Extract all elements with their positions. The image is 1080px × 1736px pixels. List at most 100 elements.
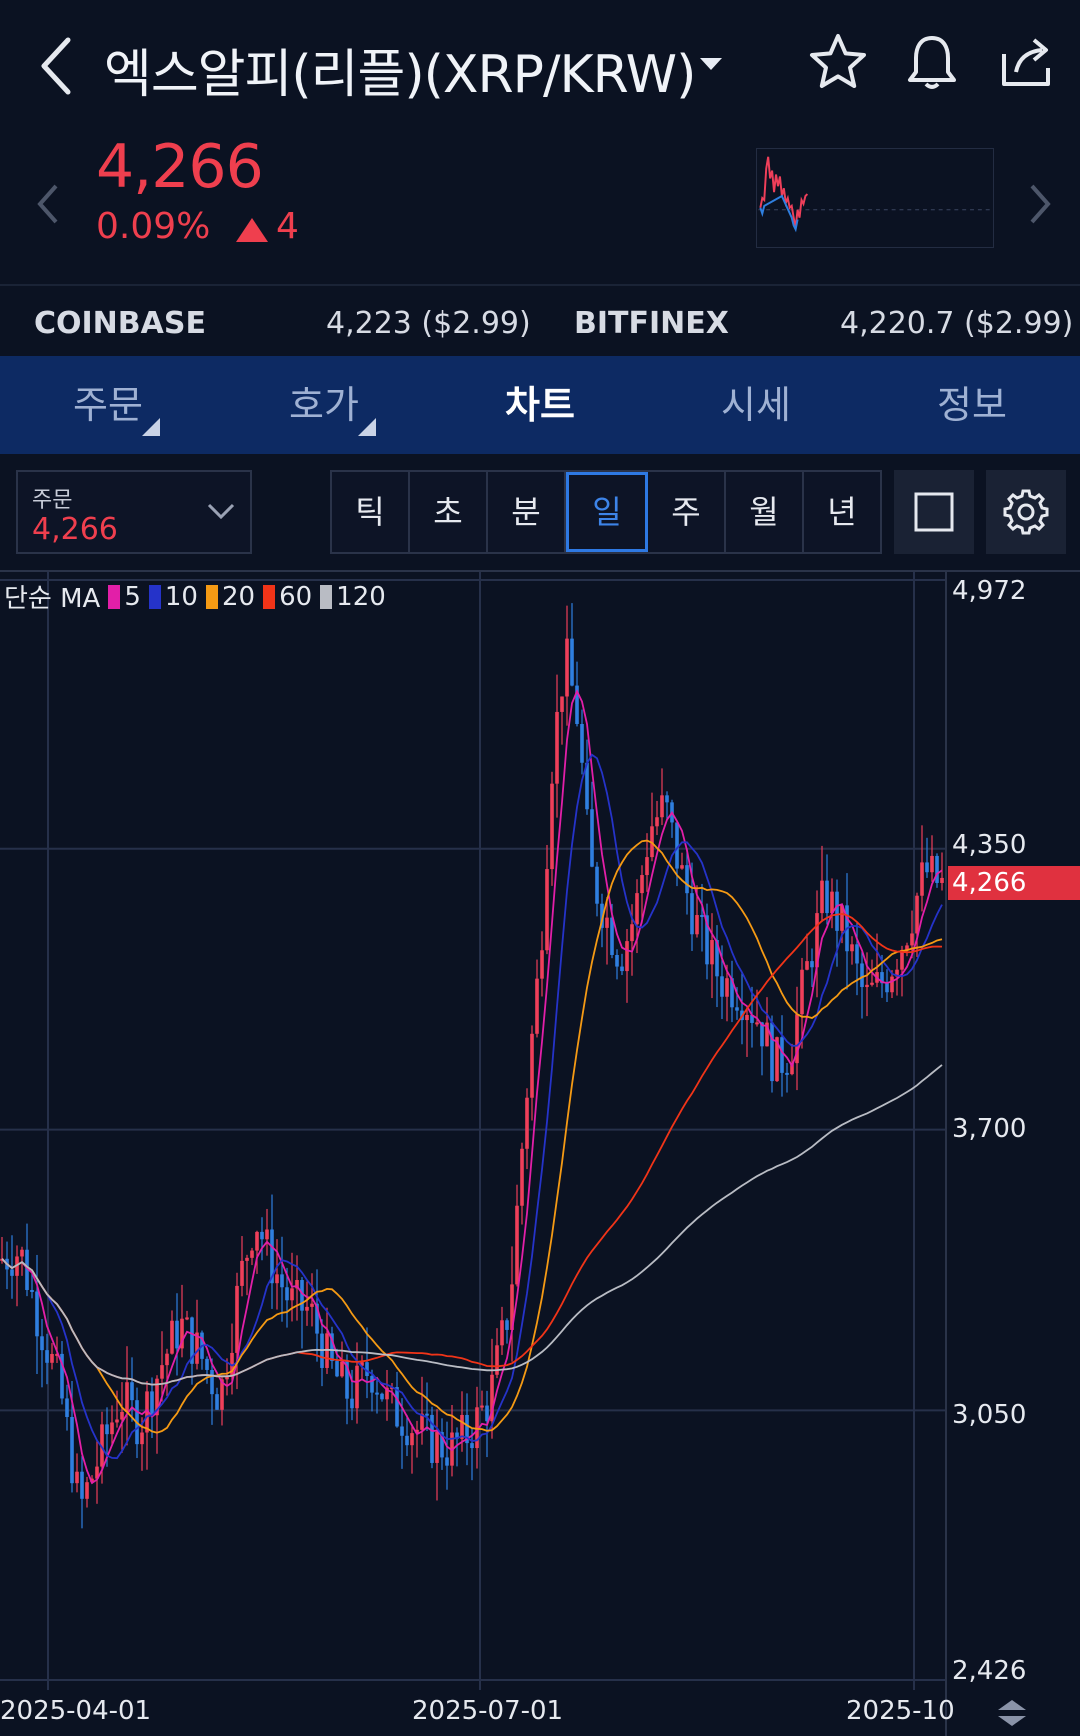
y-tick-label: 3,050 — [952, 1400, 1027, 1430]
candle-body — [115, 1419, 119, 1423]
period-month-button[interactable]: 월 — [726, 472, 804, 552]
ma5-line — [1, 689, 943, 1485]
candle-body — [700, 915, 704, 918]
ma10-line — [1, 753, 943, 1460]
prev-coin-arrow-icon[interactable] — [34, 180, 62, 228]
candle-body — [825, 880, 829, 914]
candle-body — [190, 1317, 194, 1364]
candle-body — [720, 976, 724, 997]
x-tick-label: 2025-07-01 — [412, 1696, 564, 1726]
candle-body — [125, 1382, 129, 1412]
candle-body — [225, 1376, 229, 1380]
title-dropdown-caret-icon[interactable] — [700, 58, 722, 70]
candle-body — [530, 1033, 534, 1098]
candle-body — [485, 1405, 489, 1422]
x-tick-label: 2025-04-01 — [0, 1696, 152, 1726]
candle-body — [715, 940, 719, 977]
up-triangle-icon — [236, 218, 268, 242]
candle-body — [460, 1414, 464, 1439]
candle-body — [470, 1443, 474, 1449]
tab-chart[interactable]: 차트 — [432, 356, 648, 454]
period-minute-button[interactable]: 분 — [488, 472, 566, 552]
candle-body — [505, 1320, 509, 1330]
mini-price-chart[interactable] — [756, 148, 994, 248]
candle-body — [760, 1022, 764, 1047]
tab-info[interactable]: 정보 — [864, 356, 1080, 454]
candle-body — [835, 891, 839, 931]
candle-body — [370, 1376, 374, 1393]
candle-body — [645, 857, 649, 876]
candle-body — [920, 862, 924, 896]
candle-body — [50, 1353, 54, 1363]
period-day-button[interactable]: 일 — [566, 472, 648, 552]
candle-body — [40, 1336, 44, 1351]
candle-body — [35, 1291, 39, 1337]
candle-body — [270, 1229, 274, 1284]
candle-body — [725, 978, 729, 997]
tab-bar: 주문 호가 차트 시세 정보 — [0, 356, 1080, 454]
candle-body — [880, 972, 884, 984]
exchange-name-coinbase: COINBASE — [34, 306, 206, 341]
candle-body — [635, 893, 639, 925]
chart-settings-button[interactable] — [986, 470, 1066, 554]
tab-label: 주문 — [73, 383, 143, 427]
next-coin-arrow-icon[interactable] — [1026, 180, 1054, 228]
legend-swatch-ma5 — [108, 584, 121, 609]
candle-body — [180, 1318, 184, 1349]
price-chart[interactable]: 단순 MA 5 10 20 60 120 4,972 4,350 3,700 3… — [0, 572, 1080, 1736]
candle-body — [790, 1063, 794, 1075]
legend-label-ma5: 5 — [124, 581, 141, 612]
candle-body — [540, 950, 544, 979]
y-tick-label: 4,972 — [952, 576, 1027, 606]
candle-body — [80, 1471, 84, 1499]
order-dropdown[interactable]: 주문 4,266 — [16, 470, 252, 554]
candle-body — [570, 638, 574, 686]
candle-body — [345, 1361, 349, 1399]
tab-label: 정보 — [937, 383, 1007, 427]
candle-body — [495, 1345, 499, 1375]
candle-body — [210, 1369, 214, 1395]
candle-body — [260, 1231, 264, 1240]
page-title[interactable]: 엑스알피(리플)(XRP/KRW) — [104, 45, 696, 105]
candle-body — [105, 1424, 109, 1435]
candle-body — [910, 933, 914, 946]
tab-order[interactable]: 주문 — [0, 356, 216, 454]
candle-body — [590, 809, 594, 867]
tab-market-price[interactable]: 시세 — [648, 356, 864, 454]
candle-body — [290, 1288, 294, 1301]
legend-label-ma20: 20 — [221, 581, 256, 612]
candle-body — [110, 1422, 114, 1435]
candle-body — [610, 917, 614, 955]
candle-body — [565, 638, 569, 697]
candle-body — [380, 1393, 384, 1400]
period-week-button[interactable]: 주 — [648, 472, 726, 552]
gear-icon — [1003, 489, 1049, 535]
period-second-button[interactable]: 초 — [410, 472, 488, 552]
candle-body — [765, 1022, 769, 1047]
period-tick-button[interactable]: 틱 — [332, 472, 410, 552]
candle-body — [520, 1148, 524, 1206]
candle-body — [510, 1284, 514, 1330]
candle-body — [355, 1365, 359, 1409]
candle-body — [205, 1358, 209, 1370]
tab-orderbook[interactable]: 호가 — [216, 356, 432, 454]
price-summary: 4,266 0.09% 4 — [0, 130, 1080, 280]
candle-body — [575, 685, 579, 724]
candle-body — [295, 1280, 299, 1289]
candle-body — [340, 1361, 344, 1377]
fullscreen-button[interactable] — [894, 470, 974, 554]
chart-resize-handle-icon[interactable] — [996, 1698, 1028, 1728]
candle-body — [555, 711, 559, 784]
star-icon[interactable] — [806, 30, 870, 94]
bell-icon[interactable] — [900, 30, 964, 94]
share-icon[interactable] — [994, 30, 1058, 94]
candlestick-chart[interactable] — [0, 572, 1080, 1736]
candle-body — [580, 723, 584, 763]
back-arrow-icon[interactable] — [34, 30, 82, 102]
candle-body — [745, 1014, 749, 1021]
candle-body — [940, 877, 944, 883]
candle-body — [625, 941, 629, 972]
legend-label-ma120: 120 — [336, 581, 386, 612]
period-year-button[interactable]: 년 — [804, 472, 880, 552]
chart-toolbar: 주문 4,266 틱 초 분 일 주 월 년 — [0, 454, 1080, 572]
